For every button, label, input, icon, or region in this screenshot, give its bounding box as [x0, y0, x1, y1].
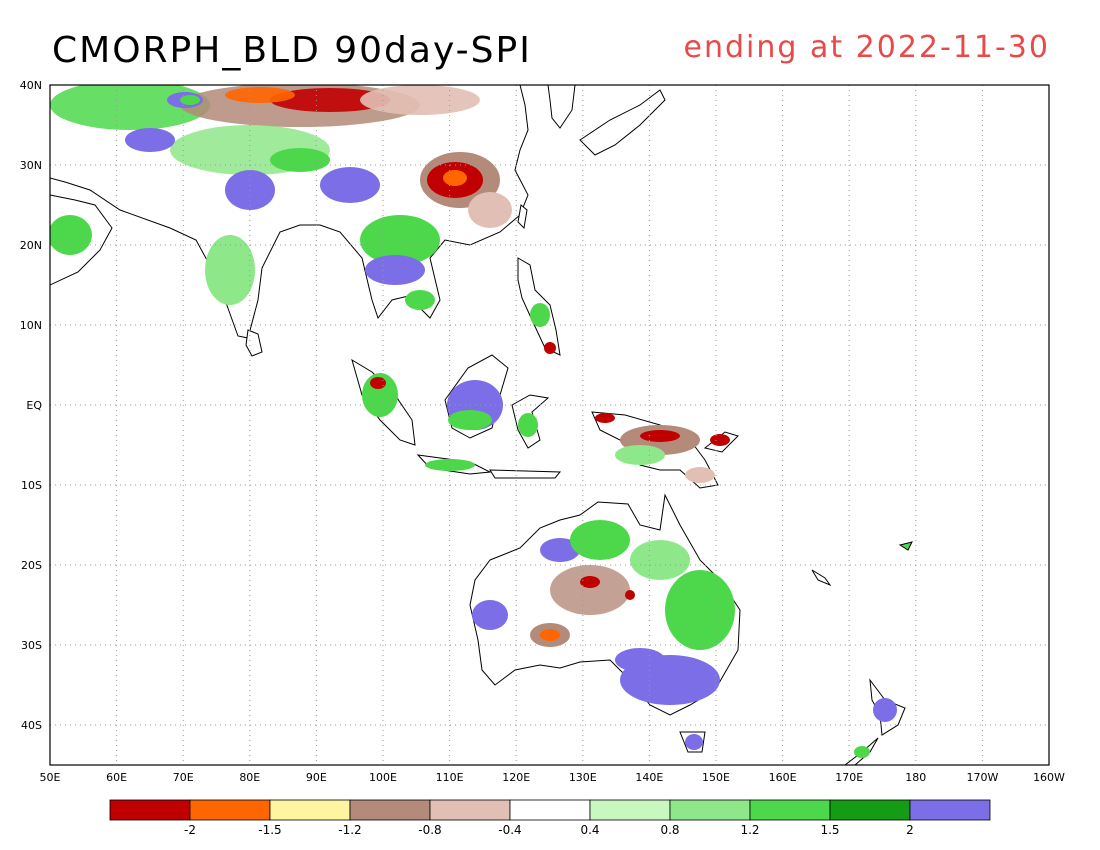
lon-label: 120E — [502, 771, 530, 784]
lat-label: 40S — [21, 719, 42, 732]
legend-label: -0.4 — [498, 823, 521, 837]
lat-label: 40N — [20, 79, 42, 92]
lon-label: 50E — [40, 771, 61, 784]
lon-label: 170W — [966, 771, 998, 784]
longitude-labels: 50E 60E 70E 80E 90E 100E 110E 120E 130E 140E 150E 1… — [40, 771, 1066, 784]
legend-swatch — [589, 799, 671, 821]
map-gridlines — [50, 85, 1049, 765]
japan-land — [579, 89, 666, 156]
lon-label: 100E — [369, 771, 397, 784]
legend-swatch — [429, 799, 511, 821]
lat-label: 20S — [21, 559, 42, 572]
legend-label: 0.8 — [660, 823, 679, 837]
legend-swatch — [269, 799, 351, 821]
newcaledonia-land — [811, 569, 832, 587]
lon-label: 130E — [569, 771, 597, 784]
lat-label: 10S — [21, 479, 42, 492]
lon-label: 160E — [769, 771, 797, 784]
lesser-sunda-land — [489, 469, 562, 479]
map-frame — [49, 84, 1050, 766]
lon-label: 170E — [835, 771, 863, 784]
korea-land — [547, 85, 576, 129]
legend-swatch — [509, 799, 591, 821]
legend-swatch — [669, 799, 751, 821]
lat-label: 30S — [21, 639, 42, 652]
lat-label: EQ — [26, 399, 42, 412]
lon-label: 110E — [436, 771, 464, 784]
legend-label: 1.2 — [740, 823, 759, 837]
lon-label: 60E — [106, 771, 127, 784]
legend-swatch — [189, 799, 271, 821]
lat-label: 30N — [20, 159, 42, 172]
legend-label: 2 — [906, 823, 914, 837]
lon-label: 80E — [239, 771, 260, 784]
legend-swatch — [749, 799, 831, 821]
map-subtitle: ending at 2022-11-30 — [683, 30, 1050, 65]
legend-swatch — [829, 799, 911, 821]
lon-label: 150E — [702, 771, 730, 784]
map-title: CMORPH_BLD 90day-SPI — [52, 30, 532, 71]
lon-label: 180 — [905, 771, 926, 784]
lat-label: 10N — [20, 319, 42, 332]
lon-label: 90E — [306, 771, 327, 784]
legend-swatch — [349, 799, 431, 821]
lat-label: 20N — [20, 239, 42, 252]
legend-label: -2 — [184, 823, 196, 837]
spi-field — [50, 85, 913, 765]
taiwan-land — [517, 204, 528, 230]
legend-swatch — [109, 799, 191, 821]
lon-label: 140E — [635, 771, 663, 784]
fiji-land — [898, 541, 913, 551]
legend-label: -1.5 — [258, 823, 281, 837]
legend-label: 0.4 — [580, 823, 599, 837]
legend-label: -0.8 — [418, 823, 441, 837]
lon-label: 70E — [173, 771, 194, 784]
latitude-labels: 40N 30N 20N 10N EQ 10S 20S 30S 40S — [20, 79, 43, 732]
legend-swatch — [909, 799, 991, 821]
srilanka-land — [245, 329, 263, 357]
legend-label: -1.2 — [338, 823, 361, 837]
legend-label: 1.5 — [820, 823, 839, 837]
lon-label: 160W — [1033, 771, 1065, 784]
color-legend: -2 -1.5 -1.2 -0.8 -0.4 0.4 0.8 1.2 1.5 2 — [109, 799, 991, 837]
